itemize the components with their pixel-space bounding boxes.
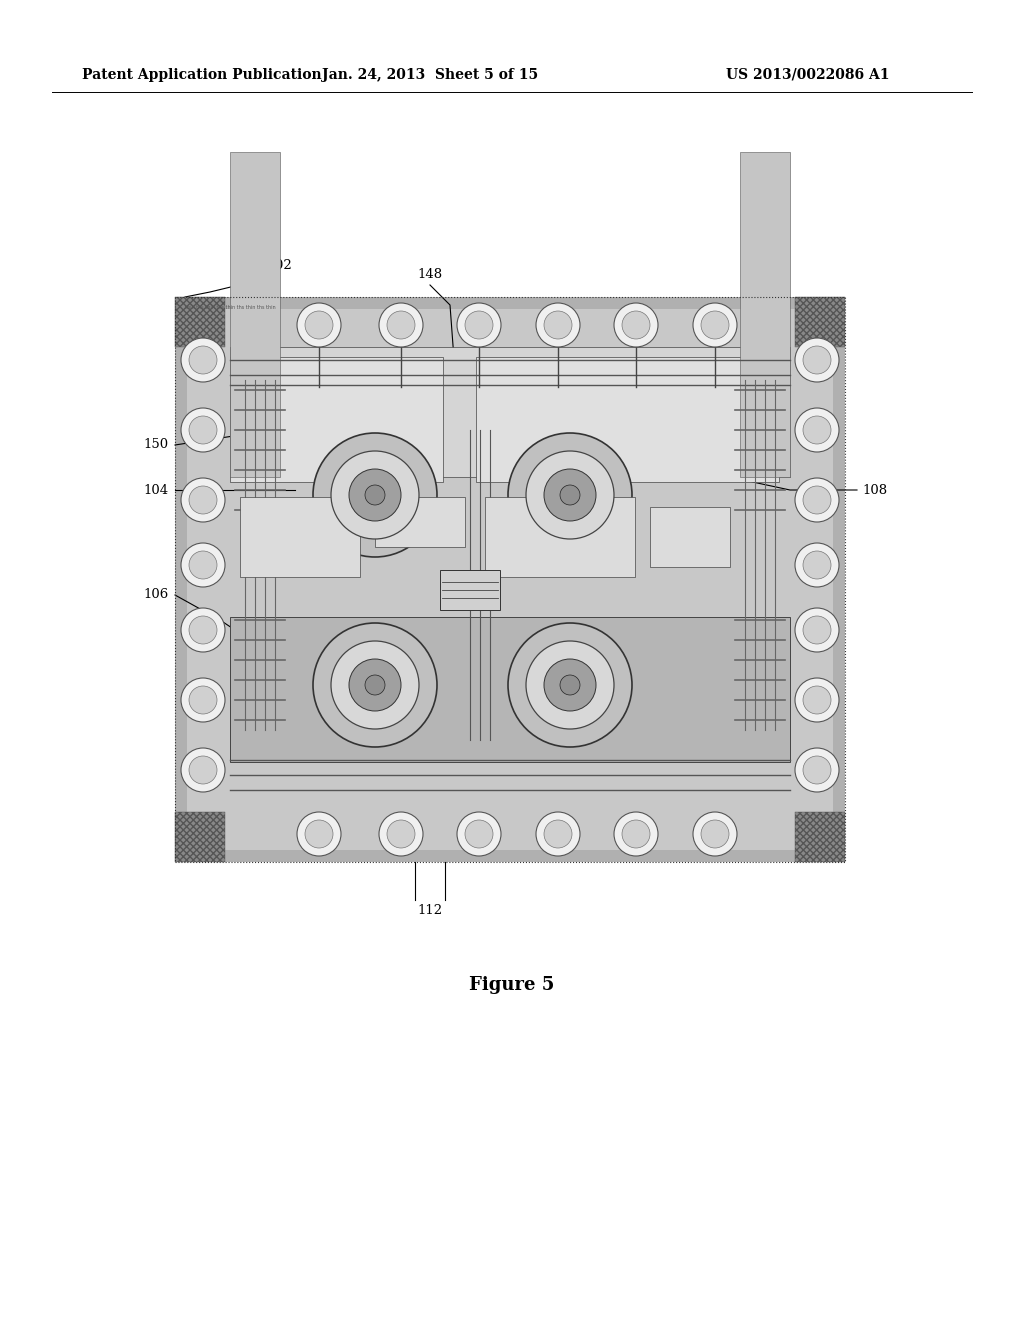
Circle shape bbox=[693, 304, 737, 347]
Circle shape bbox=[181, 478, 225, 521]
Bar bbox=[795, 297, 845, 347]
Circle shape bbox=[331, 642, 419, 729]
Text: 104: 104 bbox=[143, 483, 168, 496]
Circle shape bbox=[379, 304, 423, 347]
Bar bbox=[230, 616, 790, 762]
Circle shape bbox=[189, 346, 217, 374]
Text: Patent Application Publication: Patent Application Publication bbox=[82, 69, 322, 82]
Bar bbox=[440, 570, 500, 610]
Circle shape bbox=[189, 550, 217, 579]
Circle shape bbox=[544, 469, 596, 521]
Circle shape bbox=[693, 812, 737, 855]
Circle shape bbox=[331, 451, 419, 539]
Circle shape bbox=[181, 678, 225, 722]
Circle shape bbox=[305, 312, 333, 339]
Circle shape bbox=[387, 312, 415, 339]
Circle shape bbox=[365, 675, 385, 696]
Circle shape bbox=[803, 346, 831, 374]
Bar bbox=[795, 812, 845, 862]
Bar bbox=[175, 812, 225, 862]
Circle shape bbox=[508, 623, 632, 747]
Circle shape bbox=[365, 484, 385, 506]
Circle shape bbox=[508, 433, 632, 557]
Circle shape bbox=[803, 486, 831, 513]
Circle shape bbox=[614, 812, 658, 855]
Circle shape bbox=[795, 478, 839, 521]
Circle shape bbox=[622, 820, 650, 847]
Bar bbox=[240, 498, 360, 577]
Circle shape bbox=[560, 675, 580, 696]
Circle shape bbox=[297, 304, 341, 347]
Text: 106: 106 bbox=[143, 589, 168, 602]
Circle shape bbox=[544, 312, 572, 339]
Circle shape bbox=[795, 543, 839, 587]
Circle shape bbox=[701, 820, 729, 847]
Circle shape bbox=[457, 304, 501, 347]
Circle shape bbox=[349, 659, 401, 711]
Circle shape bbox=[189, 616, 217, 644]
Text: US 2013/0022086 A1: US 2013/0022086 A1 bbox=[726, 69, 890, 82]
Text: 158/102: 158/102 bbox=[237, 259, 292, 272]
Text: thin ths thin ths thin ths thin ths thin: thin ths thin ths thin ths thin ths thin bbox=[185, 305, 275, 310]
Circle shape bbox=[181, 748, 225, 792]
Circle shape bbox=[526, 642, 614, 729]
Bar bbox=[175, 297, 845, 862]
Circle shape bbox=[189, 756, 217, 784]
Circle shape bbox=[349, 469, 401, 521]
Circle shape bbox=[614, 304, 658, 347]
Bar bbox=[375, 498, 465, 546]
Circle shape bbox=[701, 312, 729, 339]
Circle shape bbox=[181, 338, 225, 381]
Bar bbox=[175, 297, 225, 347]
Circle shape bbox=[622, 312, 650, 339]
Circle shape bbox=[181, 609, 225, 652]
Circle shape bbox=[189, 686, 217, 714]
Bar bbox=[485, 498, 635, 577]
Circle shape bbox=[803, 686, 831, 714]
Circle shape bbox=[795, 678, 839, 722]
Circle shape bbox=[544, 659, 596, 711]
Circle shape bbox=[795, 338, 839, 381]
Circle shape bbox=[544, 820, 572, 847]
Circle shape bbox=[387, 820, 415, 847]
Text: 112: 112 bbox=[418, 903, 442, 916]
Circle shape bbox=[379, 812, 423, 855]
Circle shape bbox=[313, 623, 437, 747]
Bar bbox=[230, 356, 442, 482]
Circle shape bbox=[795, 748, 839, 792]
Text: Jan. 24, 2013  Sheet 5 of 15: Jan. 24, 2013 Sheet 5 of 15 bbox=[322, 69, 538, 82]
Circle shape bbox=[181, 543, 225, 587]
Circle shape bbox=[526, 451, 614, 539]
Circle shape bbox=[803, 756, 831, 784]
Circle shape bbox=[313, 433, 437, 557]
Circle shape bbox=[297, 812, 341, 855]
Circle shape bbox=[803, 416, 831, 444]
Circle shape bbox=[803, 616, 831, 644]
Circle shape bbox=[803, 550, 831, 579]
Bar bbox=[187, 309, 833, 850]
Circle shape bbox=[560, 484, 580, 506]
Text: 108: 108 bbox=[862, 483, 887, 496]
Bar bbox=[476, 356, 779, 482]
Circle shape bbox=[795, 408, 839, 451]
Bar bbox=[740, 152, 790, 477]
Text: 150: 150 bbox=[143, 438, 168, 451]
Text: Figure 5: Figure 5 bbox=[469, 975, 555, 994]
Bar bbox=[230, 152, 280, 477]
Bar bbox=[230, 347, 790, 477]
Circle shape bbox=[536, 304, 580, 347]
Text: 148: 148 bbox=[418, 268, 442, 281]
Circle shape bbox=[189, 416, 217, 444]
Circle shape bbox=[305, 820, 333, 847]
Bar bbox=[175, 297, 845, 862]
Circle shape bbox=[465, 820, 493, 847]
Circle shape bbox=[536, 812, 580, 855]
Circle shape bbox=[465, 312, 493, 339]
Circle shape bbox=[189, 486, 217, 513]
Bar bbox=[650, 507, 730, 568]
Circle shape bbox=[457, 812, 501, 855]
Circle shape bbox=[181, 408, 225, 451]
Circle shape bbox=[795, 609, 839, 652]
